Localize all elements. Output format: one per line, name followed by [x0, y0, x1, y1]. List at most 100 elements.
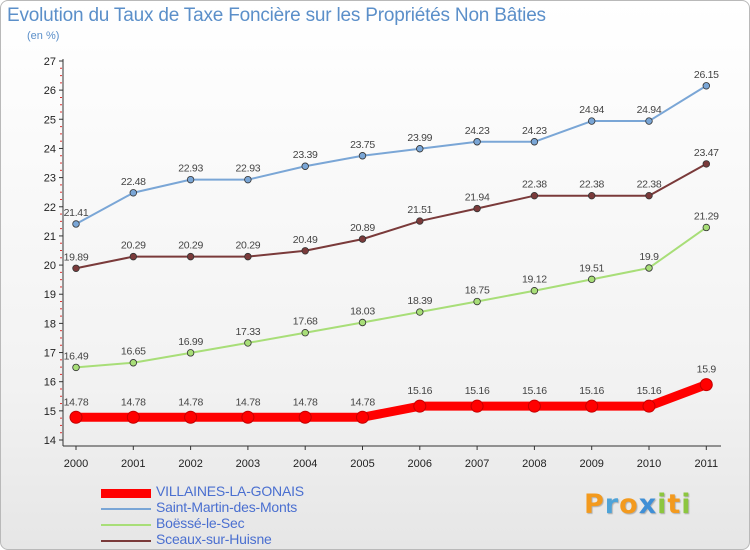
data-point	[416, 308, 424, 316]
data-point	[69, 410, 83, 424]
data-point	[356, 410, 369, 424]
data-point	[244, 339, 252, 347]
legend-label: Sceaux-sur-Huisne	[156, 531, 272, 547]
series-line-3	[75, 162, 708, 270]
series-layer	[69, 82, 713, 424]
y-tick-label: 14	[44, 435, 56, 447]
data-point	[184, 410, 198, 424]
x-tick-label: 2006	[408, 458, 432, 470]
data-point	[413, 399, 427, 413]
data-point	[186, 349, 195, 357]
data-point	[244, 252, 252, 261]
y-tick-label: 17	[44, 348, 56, 360]
x-tick-label: 2002	[178, 458, 202, 470]
legend-swatch	[101, 508, 151, 510]
data-point	[186, 252, 195, 261]
y-tick-label: 18	[44, 318, 56, 330]
data-label: 18.75	[465, 285, 490, 297]
logo-letter: o	[619, 489, 639, 520]
data-point	[129, 189, 137, 197]
data-label: 22.48	[121, 176, 146, 188]
data-point	[645, 264, 653, 272]
data-label: 23.47	[694, 147, 719, 159]
legend-swatch	[101, 489, 151, 498]
data-label: 26.15	[694, 69, 719, 81]
y-tick-label: 24	[44, 143, 56, 155]
data-point	[301, 329, 309, 337]
data-label: 16.65	[121, 346, 146, 358]
data-point	[129, 252, 137, 261]
data-label: 21.29	[694, 210, 719, 222]
logo-letter: x	[638, 489, 658, 520]
data-point	[702, 82, 710, 90]
data-label: 21.51	[407, 204, 432, 216]
data-label: 22.93	[236, 163, 261, 175]
data-label: 14.78	[350, 396, 375, 408]
data-point	[527, 399, 541, 413]
data-point	[585, 399, 599, 413]
data-label: 15.16	[465, 385, 490, 397]
data-point	[244, 175, 252, 184]
data-label: 23.75	[350, 139, 375, 151]
data-point	[126, 410, 140, 424]
data-label: 15.9	[697, 364, 717, 376]
data-label: 15.16	[407, 385, 432, 397]
legend-swatch	[101, 540, 151, 542]
data-label: 21.94	[465, 192, 490, 204]
legend-label: Saint-Martin-des-Monts	[156, 499, 298, 515]
data-label: 19.12	[522, 274, 547, 286]
x-tick-label: 2004	[293, 458, 317, 470]
data-point	[358, 152, 367, 160]
data-point	[416, 217, 424, 225]
x-tick-label: 2007	[465, 458, 489, 470]
x-tick-label: 2000	[64, 458, 88, 470]
y-tick-label: 16	[44, 377, 56, 389]
data-point	[530, 138, 539, 146]
data-point	[530, 287, 539, 295]
data-point	[702, 223, 710, 232]
y-tick-label: 26	[44, 85, 56, 97]
data-label: 18.03	[350, 306, 375, 318]
data-point	[186, 175, 195, 184]
data-label: 22.38	[522, 179, 547, 191]
logo-letter: t	[667, 489, 682, 520]
y-tick-label: 20	[44, 260, 56, 272]
x-tick-label: 2009	[579, 458, 603, 470]
logo-letter: r	[604, 489, 620, 520]
data-label: 14.78	[293, 396, 318, 408]
data-point	[473, 138, 481, 146]
data-label: 22.93	[178, 163, 203, 175]
data-point	[298, 410, 312, 424]
data-label: 14.78	[178, 396, 203, 408]
y-unit-label: (en %)	[27, 30, 60, 42]
data-point	[473, 204, 481, 213]
data-label: 15.16	[637, 385, 662, 397]
data-point	[72, 264, 80, 272]
data-label: 24.23	[522, 125, 547, 137]
y-tick-label: 27	[44, 56, 56, 68]
data-point	[588, 191, 596, 200]
data-label: 17.33	[236, 326, 261, 338]
data-point	[241, 410, 255, 424]
data-label: 17.68	[293, 316, 318, 328]
data-label: 16.49	[64, 350, 89, 362]
data-label: 14.78	[121, 396, 146, 408]
data-point	[588, 275, 596, 284]
data-label: 20.29	[178, 240, 203, 252]
axes: 14 15 16 17 18 19 20 21 22 23 24 25 26 27 2000 2001 2002…	[44, 56, 721, 470]
data-label: 22.38	[579, 179, 604, 191]
data-point	[416, 145, 424, 153]
data-point	[645, 191, 653, 200]
logo-letter: i	[657, 489, 668, 520]
data-point	[473, 297, 481, 306]
series-line-1	[75, 84, 708, 225]
data-point	[301, 162, 309, 170]
data-label: 16.99	[178, 336, 203, 348]
y-tick-label: 23	[44, 173, 56, 185]
data-label: 24.23	[465, 125, 490, 137]
x-tick-label: 2011	[694, 458, 718, 470]
data-point	[530, 191, 539, 200]
data-point	[129, 359, 137, 367]
